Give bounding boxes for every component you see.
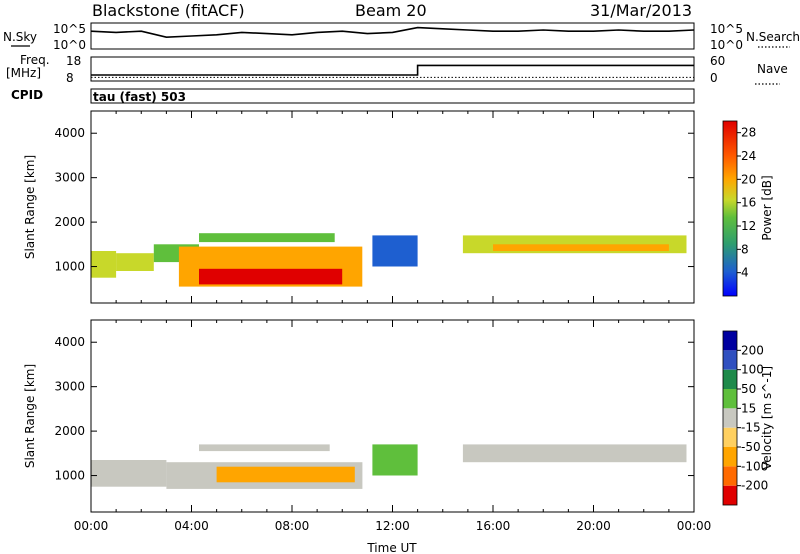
nave-tick-bottom: 0 bbox=[710, 71, 718, 85]
date-label: 31/Mar/2013 bbox=[590, 1, 692, 20]
power-ylabel: Slant Range [km] bbox=[23, 155, 37, 259]
colorbar-tick-label: 8 bbox=[741, 242, 749, 256]
ytick-label: 2000 bbox=[54, 215, 85, 229]
velocity-colorbar-bin bbox=[723, 447, 737, 467]
ytick-label: 2000 bbox=[54, 424, 85, 438]
noise-tick-bottom-right: 10^0 bbox=[710, 38, 743, 52]
scatter-region-8 bbox=[493, 244, 669, 251]
scatter-region-2 bbox=[216, 466, 355, 483]
colorbar-tick-label: 100 bbox=[741, 363, 764, 377]
ytick-label: 1000 bbox=[54, 260, 85, 274]
power-colorbar-label: Power [dB] bbox=[760, 175, 774, 240]
nsearch-label: N.Search bbox=[746, 30, 800, 44]
velocity-colorbar-bin bbox=[723, 350, 737, 370]
scatter-region-0 bbox=[91, 251, 117, 278]
xtick-label: 04:00 bbox=[174, 519, 209, 533]
velocity-colorbar-frame bbox=[722, 330, 738, 506]
velocity-heatmap-data bbox=[91, 444, 687, 489]
velocity-colorbar-bin bbox=[723, 408, 737, 428]
scatter-region-1 bbox=[116, 253, 154, 271]
power-heatmap-data bbox=[91, 233, 687, 287]
colorbar-tick-label: 4 bbox=[741, 266, 749, 280]
colorbar-tick-label: 20 bbox=[741, 172, 756, 186]
colorbar-tick-label: 24 bbox=[741, 149, 756, 163]
velocity-colorbar-bin bbox=[723, 369, 737, 389]
xtick-label: 16:00 bbox=[476, 519, 511, 533]
power-yticks: 1000 2000 3000 4000 bbox=[54, 126, 694, 274]
colorbar-tick-label: -200 bbox=[741, 479, 768, 493]
noise-series-line bbox=[90, 26, 695, 39]
colorbar-tick-label: -15 bbox=[741, 421, 761, 435]
power-colorbar-ticks: 4 8 12 16 20 24 28 bbox=[737, 126, 756, 280]
colorbar-tick-label: 16 bbox=[741, 196, 756, 210]
colorbar-tick-label: -100 bbox=[741, 459, 768, 473]
scatter-region-3 bbox=[199, 444, 330, 452]
scatter-region-0 bbox=[91, 460, 167, 487]
scatter-region-5 bbox=[462, 444, 687, 463]
time-axis-label: Time UT bbox=[366, 541, 417, 554]
nave-tick-top: 60 bbox=[710, 54, 725, 68]
colorbar-tick-label: -50 bbox=[741, 440, 761, 454]
velocity-colorbar-bin bbox=[723, 389, 737, 409]
cpid-panel-frame bbox=[90, 88, 695, 104]
freq-unit-label: [MHz] bbox=[6, 66, 41, 80]
power-colorbar bbox=[722, 120, 738, 297]
noise-tick-bottom-left: 10^0 bbox=[53, 38, 86, 52]
ytick-label: 4000 bbox=[54, 335, 85, 349]
velocity-colorbar bbox=[722, 330, 738, 506]
radar-title: Blackstone (fitACF) bbox=[92, 1, 245, 20]
velocity-yticks: 1000 2000 3000 4000 bbox=[54, 335, 694, 483]
scatter-region-5 bbox=[199, 268, 343, 285]
velocity-colorbar-bin bbox=[723, 485, 737, 505]
colorbar-tick-label: 12 bbox=[741, 219, 756, 233]
ytick-label: 3000 bbox=[54, 171, 85, 185]
beam-label: Beam 20 bbox=[355, 1, 427, 20]
velocity-ylabel: Slant Range [km] bbox=[23, 364, 37, 468]
colorbar-tick-label: 15 bbox=[741, 401, 756, 415]
ytick-label: 1000 bbox=[54, 469, 85, 483]
cpid-value: tau (fast) 503 bbox=[93, 90, 186, 104]
ytick-label: 3000 bbox=[54, 380, 85, 394]
noise-panel-frame bbox=[90, 22, 695, 50]
velocity-colorbar-ticks: -200 -100 -50 -15 15 50 100 200 bbox=[737, 343, 768, 493]
velocity-colorbar-label: Velocity [m s^-1] bbox=[760, 366, 774, 470]
colorbar-tick-label: 200 bbox=[741, 343, 764, 357]
freq-tick-bottom: 8 bbox=[66, 71, 74, 85]
velocity-colorbar-bin bbox=[723, 331, 737, 351]
xtick-label: 20:00 bbox=[576, 519, 611, 533]
xtick-label: 12:00 bbox=[375, 519, 410, 533]
velocity-colorbar-bin bbox=[723, 427, 737, 447]
noise-tick-top-left: 10^5 bbox=[53, 22, 86, 36]
nave-label: Nave bbox=[757, 62, 788, 76]
freq-panel-frame bbox=[90, 56, 695, 82]
frequency-series-line bbox=[91, 64, 694, 76]
power-xticks bbox=[90, 111, 695, 303]
noise-tick-top-right: 10^5 bbox=[710, 22, 743, 36]
ytick-label: 4000 bbox=[54, 126, 85, 140]
colorbar-tick-label: 28 bbox=[741, 126, 756, 140]
scatter-region-6 bbox=[372, 235, 418, 267]
xtick-label: 00:00 bbox=[74, 519, 109, 533]
scatter-region-3 bbox=[199, 233, 335, 243]
freq-label: Freq. bbox=[20, 53, 50, 67]
velocity-xticks: 00:00 04:00 08:00 12:00 16:00 20:00 00:00 bbox=[74, 320, 712, 533]
cpid-label: CPID bbox=[11, 88, 43, 102]
freq-tick-top: 18 bbox=[66, 54, 81, 68]
colorbar-tick-label: 50 bbox=[741, 382, 756, 396]
scatter-region-4 bbox=[372, 444, 418, 476]
velocity-colorbar-bin bbox=[723, 466, 737, 486]
xtick-label: 08:00 bbox=[275, 519, 310, 533]
xtick-label: 00:00 bbox=[677, 519, 712, 533]
nsky-label: N.Sky bbox=[3, 30, 37, 44]
